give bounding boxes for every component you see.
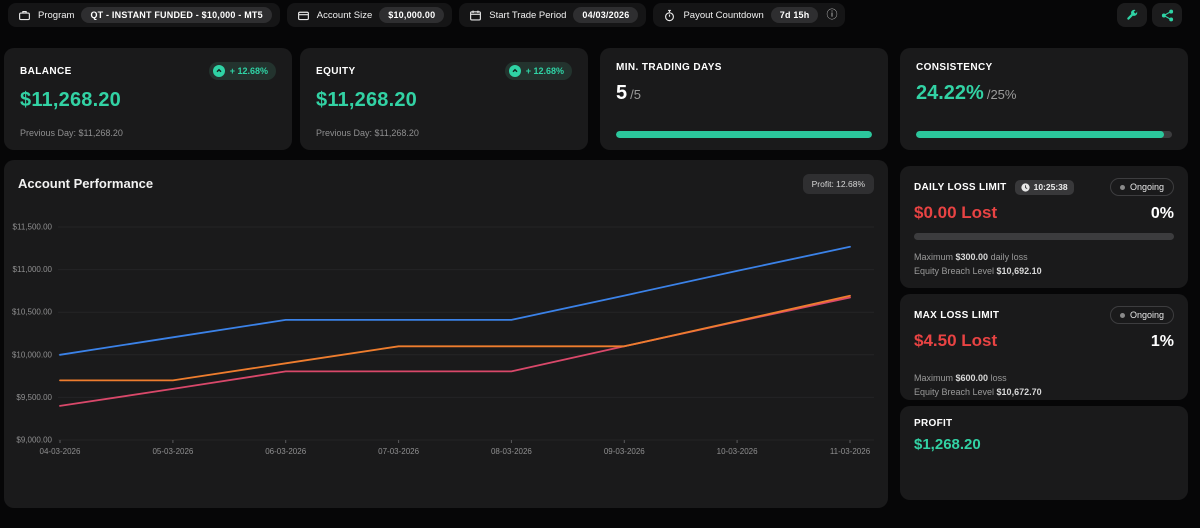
credit-card-icon [297,8,310,23]
daily-loss-limit-title: DAILY LOSS LIMIT [914,181,1007,193]
payout-countdown-value: 7d 15h [770,7,819,23]
svg-text:$9,500.00: $9,500.00 [16,393,52,402]
status-dot-icon [1119,312,1125,318]
svg-text:09-03-2026: 09-03-2026 [604,447,645,456]
consistency-progressbar [916,131,1172,138]
status-dot-icon [1119,184,1125,190]
calendar-icon [469,8,482,23]
svg-text:$11,000.00: $11,000.00 [13,265,53,274]
consistency-label: CONSISTENCY [916,62,993,73]
equity-change-value: + 12.68% [525,66,564,76]
daily-loss-limit-card: DAILY LOSS LIMIT 10:25:38 Ongoing $0.00 … [900,166,1188,288]
max-loss-maximum-line: Maximum $600.00 loss [914,373,1007,383]
account-size-label: Account Size [316,9,373,21]
profit-value: $1,268.20 [914,436,981,453]
max-loss-status: Ongoing [1129,310,1164,320]
daily-loss-timer: 10:25:38 [1033,182,1068,192]
svg-text:07-03-2026: 07-03-2026 [378,447,419,456]
start-trade-period-value: 04/03/2026 [573,7,639,23]
daily-loss-status-badge: Ongoing [1109,178,1174,196]
share-button[interactable] [1152,3,1182,27]
balance-change-value: + 12.68% [229,66,268,76]
equity-value: $11,268.20 [316,89,417,111]
topbar: Program QT - INSTANT FUNDED - $10,000 - … [8,3,846,27]
balance-label: BALANCE [20,65,72,77]
min-trading-days-card: MIN. TRADING DAYS 5 /5 [600,48,888,150]
max-loss-limit-card: MAX LOSS LIMIT Ongoing $4.50 Lost 1% Max… [900,294,1188,400]
balance-change-badge: + 12.68% [208,62,276,80]
account-size-group: Account Size $10,000.00 [286,3,453,27]
min-trading-days-progressbar [616,131,872,138]
account-size-value: $10,000.00 [379,7,445,23]
min-trading-days-value: 5 [616,82,628,104]
equity-previous-day: Previous Day: $11,268.20 [316,128,419,138]
program-selector[interactable]: QT - INSTANT FUNDED - $10,000 - MT5 [81,7,272,23]
svg-text:$10,500.00: $10,500.00 [12,308,53,317]
svg-text:11-03-2026: 11-03-2026 [830,447,871,456]
svg-text:$11,500.00: $11,500.00 [13,223,53,232]
chart-title: Account Performance [18,176,154,191]
max-loss-percent: 1% [1150,333,1174,350]
start-trade-period-group: Start Trade Period 04/03/2026 [459,3,647,27]
performance-chart: $11,500.00 $11,000.00 $10,500.00 $10,000.00… [12,223,874,456]
svg-text:$10,000.00: $10,000.00 [12,350,53,359]
balance-card: BALANCE + 12.68% $11,268.20 Previous Day… [4,48,292,150]
clock-icon [1020,182,1030,192]
daily-loss-progressbar [914,233,1174,240]
program-label: Program [38,9,75,21]
daily-loss-timer-badge: 10:25:38 [1014,179,1074,195]
max-loss-breach-line: Equity Breach Level $10,672.70 [914,387,1042,397]
svg-text:10-03-2026: 10-03-2026 [717,447,758,456]
share-icon [1161,9,1174,22]
svg-text:06-03-2026: 06-03-2026 [265,447,306,456]
consistency-total: /25% [986,87,1017,102]
max-loss-lost-value: $4.50 Lost [914,331,998,350]
topbar-actions [1117,3,1182,27]
consistency-value: 24.22% [916,82,984,104]
arrow-up-icon [212,65,225,77]
equity-card: EQUITY + 12.68% $11,268.20 Previous Day:… [300,48,588,150]
consistency-progress-fill [916,131,1165,138]
consistency-card: CONSISTENCY 24.22% /25% [900,48,1188,150]
min-trading-days-total: /5 [630,87,641,102]
info-icon[interactable]: ⓘ [826,8,838,21]
briefcase-icon [18,8,31,23]
program-group: Program QT - INSTANT FUNDED - $10,000 - … [8,3,280,27]
account-performance-card: $11,500.00 $11,000.00 $10,500.00 $10,000.00… [4,160,888,508]
balance-previous-day: Previous Day: $11,268.20 [20,128,123,138]
daily-loss-breach-line: Equity Breach Level $10,692.10 [914,266,1042,276]
max-loss-status-badge: Ongoing [1109,306,1174,324]
svg-text:08-03-2026: 08-03-2026 [491,447,532,456]
svg-text:05-03-2026: 05-03-2026 [152,447,193,456]
credentials-button[interactable] [1117,3,1147,27]
chart-profit-badge: Profit: 12.68% [802,174,874,194]
svg-text:$9,000.00: $9,000.00 [16,436,52,445]
equity-label: EQUITY [316,65,356,77]
profit-card: PROFIT $1,268.20 [900,406,1188,500]
arrow-up-icon [508,65,521,77]
profit-label: PROFIT [914,418,953,429]
balance-value: $11,268.20 [20,89,121,111]
daily-loss-percent: 0% [1150,205,1174,222]
payout-countdown-group: Payout Countdown 7d 15h ⓘ [653,3,846,27]
payout-countdown-label: Payout Countdown [683,9,764,21]
min-trading-days-label: MIN. TRADING DAYS [616,62,722,73]
max-loss-limit-title: MAX LOSS LIMIT [914,309,1000,321]
daily-loss-status: Ongoing [1129,182,1164,192]
stopwatch-icon [663,8,676,23]
svg-text:04-03-2026: 04-03-2026 [40,447,81,456]
equity-change-badge: + 12.68% [504,62,572,80]
wrench-icon [1126,9,1139,22]
daily-loss-lost-value: $0.00 Lost [914,203,998,222]
daily-loss-maximum-line: Maximum $300.00 daily loss [914,252,1028,262]
min-trading-days-progress-fill [616,131,872,138]
start-trade-period-label: Start Trade Period [489,9,567,21]
